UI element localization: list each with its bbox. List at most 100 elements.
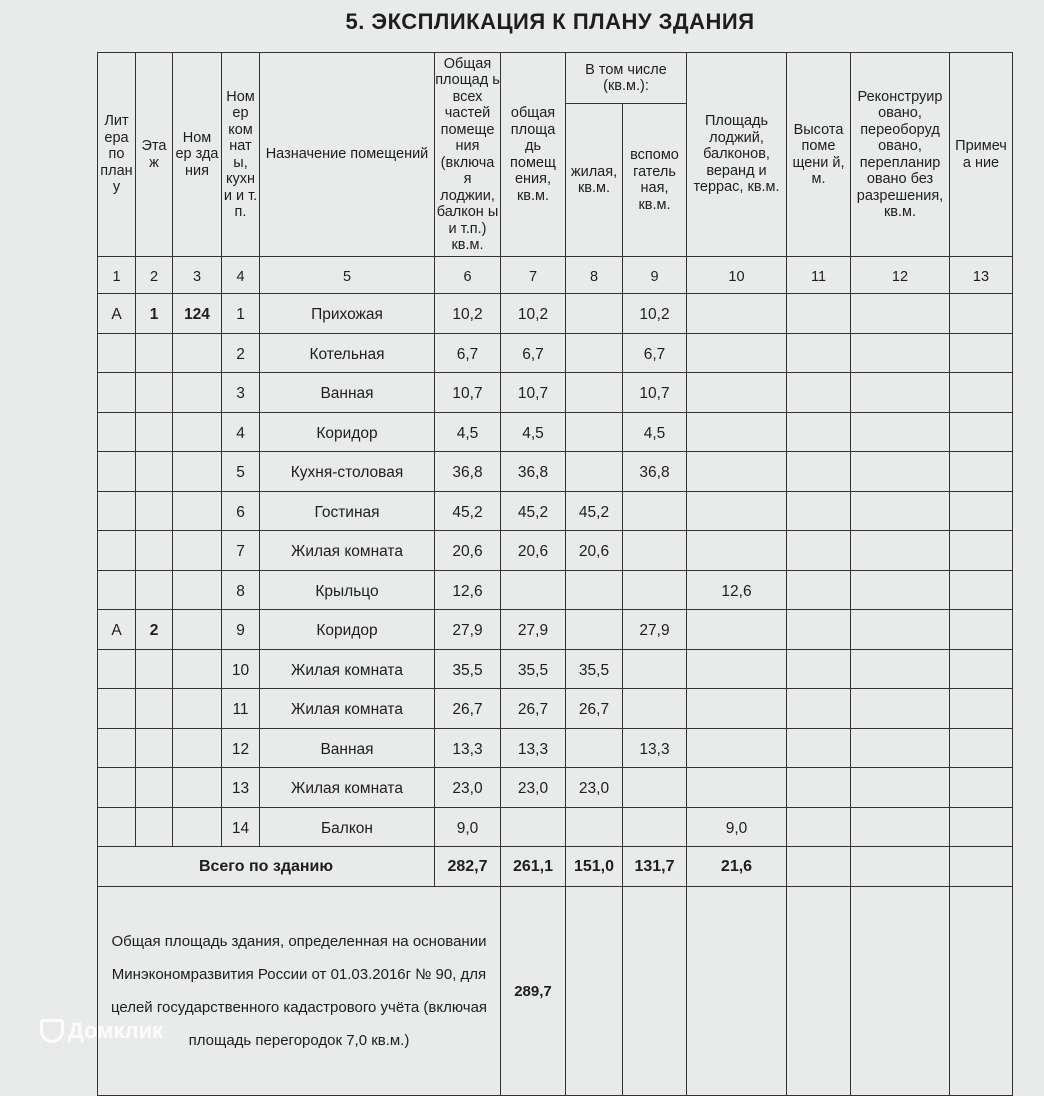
cell-height [786,490,851,531]
cell-room-number: 13 [221,767,260,808]
cell-height [786,806,851,847]
cell-building-number [172,727,222,768]
table-row: А 2 9 Коридор 27,9 27,9 27,9 [97,609,1013,650]
cell-loggia-area [686,609,787,650]
cell-auxiliary-area [622,530,687,571]
empty-cell [686,886,787,1096]
cell-room-purpose: Жилая комната [259,767,435,808]
cell-auxiliary-area [622,648,687,689]
cell-total-area: 23,0 [500,767,566,808]
cell-reconstructed [850,727,950,768]
header-including: В том числе (кв.м.): [565,52,687,104]
cell-reconstructed [850,293,950,334]
cell-total-all-parts: 35,5 [434,648,501,689]
table-row: 10 Жилая комната 35,5 35,5 35,5 [97,648,1013,689]
cell-auxiliary-area: 36,8 [622,451,687,492]
cell-floor: 1 [135,293,173,334]
cell-total-area: 26,7 [500,688,566,729]
cell-litera [97,806,136,847]
domclick-watermark: Домклик [40,1018,163,1044]
cell-building-number [172,688,222,729]
cell-room-number: 2 [221,332,260,373]
cell-total-all-parts: 13,3 [434,727,501,768]
table-row: 2 Котельная 6,7 6,7 6,7 [97,332,1013,373]
cell-total-all-parts: 23,0 [434,767,501,808]
cell-building-number: 124 [172,293,222,334]
header-building-number: Ном ер зда ния [172,52,222,257]
column-number: 2 [135,256,173,294]
cell-building-number [172,648,222,689]
header-loggia-area: Площадь лоджий, балконов, веранд и терра… [686,52,787,257]
cell-floor [135,530,173,571]
cell-total-all-parts: 45,2 [434,490,501,531]
cell-loggia-area: 12,6 [686,569,787,610]
cell-loggia-area [686,372,787,413]
cell-notes [949,530,1013,571]
cell-living-area: 26,7 [565,688,623,729]
cell-reconstructed [850,451,950,492]
cell-notes [949,490,1013,531]
table-row: А 1 124 1 Прихожая 10,2 10,2 10,2 [97,293,1013,334]
cell-room-purpose: Жилая комната [259,530,435,571]
cell-building-number [172,767,222,808]
header-litera: Лит ера по план у [97,52,136,257]
cell-total-area: 10,7 [500,372,566,413]
cell-litera [97,490,136,531]
cell-room-number: 4 [221,411,260,452]
cell-litera [97,530,136,571]
column-number: 12 [850,256,950,294]
cell-room-number: 7 [221,530,260,571]
header-notes: Примеч а ние [949,52,1013,257]
cell-reconstructed [850,411,950,452]
cell-loggia-area [686,490,787,531]
cell-living-area: 20,6 [565,530,623,571]
cell-height [786,767,851,808]
cell-reconstructed [850,688,950,729]
cell-living-area [565,332,623,373]
cell-total-all-parts: 36,8 [434,451,501,492]
cell-room-purpose: Коридор [259,411,435,452]
total-value: 282,7 [434,846,501,887]
cell-room-purpose: Жилая комната [259,688,435,729]
column-number: 9 [622,256,687,294]
cell-reconstructed [850,609,950,650]
cell-total-all-parts: 26,7 [434,688,501,729]
total-value: 131,7 [622,846,687,887]
header-reconstructed: Реконструир овано, переоборуд овано, пер… [850,52,950,257]
cell-building-number [172,530,222,571]
column-number-row: 1 2 3 4 5 6 7 8 9 10 11 12 13 [97,256,1013,294]
cell-floor [135,411,173,452]
cell-height [786,530,851,571]
cell-room-purpose: Крыльцо [259,569,435,610]
empty-cell [949,886,1013,1096]
cell-auxiliary-area [622,767,687,808]
cell-floor [135,806,173,847]
cell-litera [97,372,136,413]
cell-room-purpose: Прихожая [259,293,435,334]
cell-loggia-area [686,648,787,689]
cell-loggia-area [686,451,787,492]
cell-notes [949,332,1013,373]
table-row: 13 Жилая комната 23,0 23,0 23,0 [97,767,1013,808]
table-row: 7 Жилая комната 20,6 20,6 20,6 [97,530,1013,571]
table-row: 6 Гостиная 45,2 45,2 45,2 [97,490,1013,531]
cell-notes [949,688,1013,729]
cell-height [786,332,851,373]
total-value [949,846,1013,887]
cell-total-all-parts: 12,6 [434,569,501,610]
cell-room-purpose: Ванная [259,727,435,768]
cell-building-number [172,411,222,452]
table-row: 11 Жилая комната 26,7 26,7 26,7 [97,688,1013,729]
cell-living-area: 35,5 [565,648,623,689]
cell-living-area [565,372,623,413]
header-height: Высота поме щени й, м. [786,52,851,257]
cell-total-all-parts: 10,2 [434,293,501,334]
cell-auxiliary-area [622,490,687,531]
total-value: 21,6 [686,846,787,887]
header-total-area: общая площа дь помещ ения, кв.м. [500,52,566,257]
cell-total-area: 27,9 [500,609,566,650]
cell-total-area [500,806,566,847]
cell-height [786,293,851,334]
header-auxiliary: вспомо гатель ная, кв.м. [622,103,687,257]
cell-floor [135,688,173,729]
